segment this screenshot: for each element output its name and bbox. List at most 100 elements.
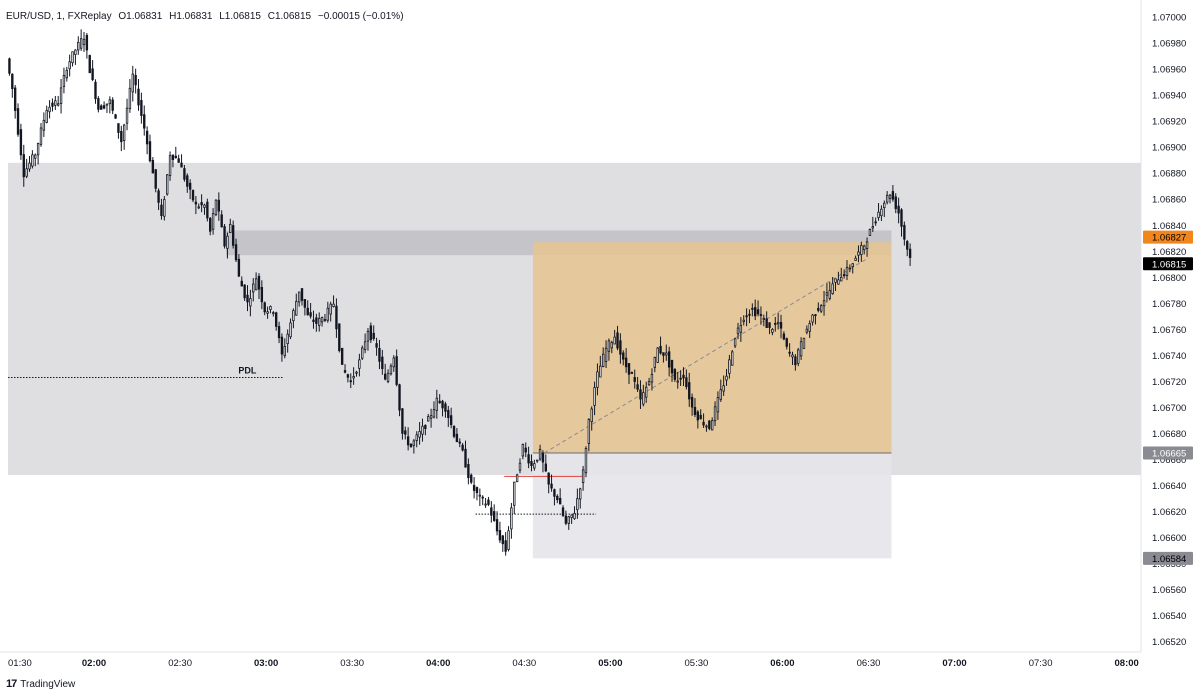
candle-body	[108, 99, 112, 105]
x-tick-label: 01:30	[8, 658, 32, 669]
candle-body	[194, 201, 198, 205]
candle-body	[203, 204, 206, 208]
tradingview-logo-icon: 17	[6, 678, 17, 690]
candle-body	[340, 347, 344, 365]
candle-body	[16, 108, 20, 135]
candle-body	[211, 213, 215, 230]
candle-body	[427, 416, 430, 422]
y-tick-label: 1.06880	[1152, 169, 1186, 180]
y-tick-label: 1.06520	[1152, 637, 1186, 648]
candle-body	[782, 333, 786, 340]
candle-body	[306, 307, 309, 316]
candle-body	[581, 469, 585, 483]
candle-body	[94, 81, 97, 100]
candle-body	[667, 351, 671, 368]
candle-body	[249, 298, 252, 307]
candle-body	[662, 352, 665, 356]
candle-body	[802, 337, 806, 349]
candle-body	[607, 340, 611, 352]
candle-body	[590, 408, 593, 423]
open-value: O1.06831	[118, 11, 163, 22]
candle-body	[223, 226, 226, 247]
candle-body	[524, 447, 527, 453]
candle-body	[34, 154, 37, 159]
candle-body	[441, 400, 444, 409]
candle-body	[455, 433, 459, 443]
candle-body	[19, 129, 23, 156]
candle-body	[622, 352, 625, 360]
candle-body	[513, 481, 516, 506]
candle-body	[412, 440, 416, 446]
candle-body	[814, 314, 817, 317]
candle-body	[386, 372, 390, 383]
candle-body	[645, 386, 648, 398]
candle-body	[794, 356, 797, 366]
candle-body	[378, 347, 381, 362]
candle-body	[865, 241, 869, 249]
candle-body	[710, 420, 714, 431]
candle-body	[805, 328, 809, 333]
y-tick-label: 1.06800	[1152, 273, 1186, 284]
candle-body	[576, 498, 579, 511]
candle-body	[719, 389, 722, 400]
candle-body	[828, 290, 831, 299]
candle-body	[447, 409, 450, 418]
candle-body	[561, 507, 565, 516]
candle-body	[54, 100, 57, 106]
y-tick-label: 1.06780	[1152, 299, 1186, 310]
candle-body	[908, 248, 912, 259]
y-tick-label: 1.06540	[1152, 611, 1186, 622]
candle-body	[834, 278, 837, 283]
candle-body	[642, 392, 645, 405]
candle-body	[395, 356, 398, 385]
candle-body	[742, 319, 745, 322]
symbol-label[interactable]: EUR/USD, 1, FXReplay	[6, 11, 112, 22]
candle-body	[398, 384, 401, 411]
candle-body	[137, 88, 140, 106]
candle-body	[725, 375, 728, 381]
candle-body	[688, 382, 691, 400]
candle-body	[599, 365, 602, 378]
candle-body	[647, 381, 651, 386]
candle-body	[338, 323, 341, 351]
candle-body	[906, 241, 909, 250]
candle-body	[71, 51, 74, 64]
candle-body	[470, 474, 473, 483]
candle-body	[840, 276, 843, 282]
candle-body	[831, 283, 834, 295]
candle-body	[444, 403, 447, 412]
candle-body	[188, 182, 192, 190]
brand-label: TradingView	[20, 678, 76, 690]
candle-body	[885, 194, 889, 203]
candle-body	[409, 443, 413, 447]
candle-body	[538, 448, 542, 460]
y-tick-label: 1.06980	[1152, 39, 1186, 50]
candle-body	[705, 425, 708, 428]
candle-body	[88, 55, 91, 74]
candle-body	[45, 109, 48, 123]
candle-body	[765, 318, 768, 328]
candle-body	[656, 347, 659, 363]
candle-body	[515, 474, 519, 483]
candle-body	[191, 189, 195, 201]
candle-body	[157, 190, 160, 203]
candle-body	[243, 284, 246, 299]
price-tag-current	[1143, 257, 1193, 271]
candle-body	[209, 217, 212, 232]
candle-body	[349, 380, 352, 383]
candle-body	[825, 292, 829, 296]
candle-body	[309, 312, 312, 317]
candle-body	[214, 199, 218, 216]
candle-body	[303, 299, 307, 308]
brand-footer[interactable]: 17 TradingView	[6, 678, 75, 690]
candle-body	[122, 124, 126, 141]
candle-body	[558, 497, 562, 505]
candle-body	[507, 530, 510, 550]
price-tag-label: 1.06827	[1152, 233, 1186, 244]
chart-legend-header: EUR/USD, 1, FXReplay O1.06831 H1.06831 L…	[6, 11, 408, 22]
candle-body	[779, 322, 783, 329]
candle-body	[320, 317, 324, 323]
candle-body	[220, 214, 223, 228]
candle-body	[713, 406, 717, 422]
